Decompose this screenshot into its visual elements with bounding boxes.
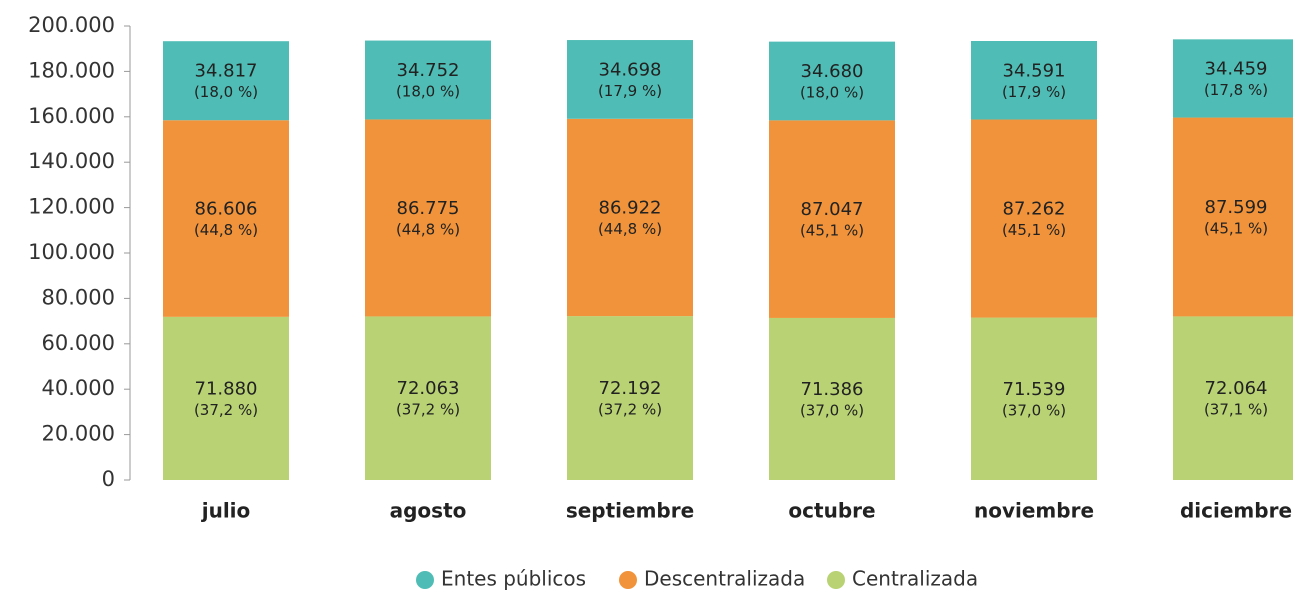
value-label: 86.606 <box>195 199 258 220</box>
percent-label: (37,2 %) <box>194 401 258 419</box>
value-label: 34.459 <box>1205 58 1268 79</box>
legend-marker <box>827 571 845 589</box>
value-label: 87.599 <box>1205 197 1268 218</box>
bar-segment <box>365 316 491 480</box>
bar-segment <box>1173 39 1293 118</box>
value-label: 72.064 <box>1205 378 1268 399</box>
percent-label: (37,0 %) <box>1002 401 1066 419</box>
percent-label: (45,1 %) <box>800 222 864 240</box>
value-label: 86.775 <box>397 198 460 219</box>
value-label: 34.680 <box>801 61 864 82</box>
bar-segment <box>163 120 289 317</box>
value-label: 71.386 <box>801 379 864 400</box>
y-tick-label: 40.000 <box>42 376 115 400</box>
percent-label: (37,0 %) <box>800 401 864 419</box>
y-tick-label: 80.000 <box>42 285 115 309</box>
value-label: 34.591 <box>1003 60 1066 81</box>
bar-segment <box>1173 117 1293 317</box>
percent-label: (18,0 %) <box>396 82 460 100</box>
percent-label: (18,0 %) <box>800 83 864 101</box>
value-label: 71.880 <box>195 378 258 399</box>
bar-segment <box>567 316 693 480</box>
bar-segment <box>365 40 491 120</box>
value-label: 87.262 <box>1003 199 1066 220</box>
value-label: 71.539 <box>1003 379 1066 400</box>
y-tick-label: 140.000 <box>28 149 115 173</box>
percent-label: (17,8 %) <box>1204 81 1268 99</box>
percent-label: (17,9 %) <box>598 82 662 100</box>
y-tick-label: 60.000 <box>42 331 115 355</box>
bar-segment <box>971 317 1097 480</box>
bar-segment <box>769 317 895 480</box>
y-tick-label: 160.000 <box>28 104 115 128</box>
legend-marker <box>416 571 434 589</box>
legend-label: Descentralizada <box>644 567 805 591</box>
percent-label: (18,0 %) <box>194 83 258 101</box>
x-tick-label: septiembre <box>566 499 694 523</box>
value-label: 34.752 <box>397 60 460 81</box>
percent-label: (45,1 %) <box>1204 219 1268 237</box>
y-tick-label: 20.000 <box>42 422 115 446</box>
y-tick-label: 180.000 <box>28 58 115 82</box>
percent-label: (37,2 %) <box>396 401 460 419</box>
legend-label: Centralizada <box>852 567 978 591</box>
percent-label: (17,9 %) <box>1002 83 1066 101</box>
x-tick-label: noviembre <box>974 499 1094 523</box>
bar-segment <box>971 119 1097 318</box>
x-tick-label: julio <box>201 499 251 523</box>
percent-label: (44,8 %) <box>194 221 258 239</box>
bar-segment <box>971 41 1097 120</box>
bar-segment <box>163 41 289 121</box>
percent-label: (37,2 %) <box>598 401 662 419</box>
y-tick-label: 200.000 <box>28 13 115 37</box>
bar-segment <box>769 120 895 318</box>
percent-label: (45,1 %) <box>1002 221 1066 239</box>
y-tick-label: 100.000 <box>28 240 115 264</box>
bar-segment <box>769 41 895 121</box>
value-label: 87.047 <box>801 199 864 220</box>
x-tick-label: agosto <box>390 499 467 523</box>
legend-marker <box>619 571 637 589</box>
percent-label: (44,8 %) <box>396 220 460 238</box>
x-tick-label: diciembre <box>1180 499 1292 523</box>
y-tick-label: 120.000 <box>28 195 115 219</box>
value-label: 72.063 <box>397 378 460 399</box>
legend-label: Entes públicos <box>441 567 586 591</box>
bar-segment <box>163 316 289 480</box>
x-tick-label: octubre <box>788 499 875 523</box>
percent-label: (44,8 %) <box>598 220 662 238</box>
percent-label: (37,1 %) <box>1204 401 1268 419</box>
value-label: 34.698 <box>599 59 662 80</box>
bar-segment <box>567 40 693 119</box>
bar-segment <box>365 119 491 317</box>
value-label: 72.192 <box>599 378 662 399</box>
bar-segment <box>1173 316 1293 480</box>
y-tick-label: 0 <box>102 467 115 491</box>
value-label: 86.922 <box>599 197 662 218</box>
value-label: 34.817 <box>195 61 258 82</box>
bar-segment <box>567 118 693 317</box>
